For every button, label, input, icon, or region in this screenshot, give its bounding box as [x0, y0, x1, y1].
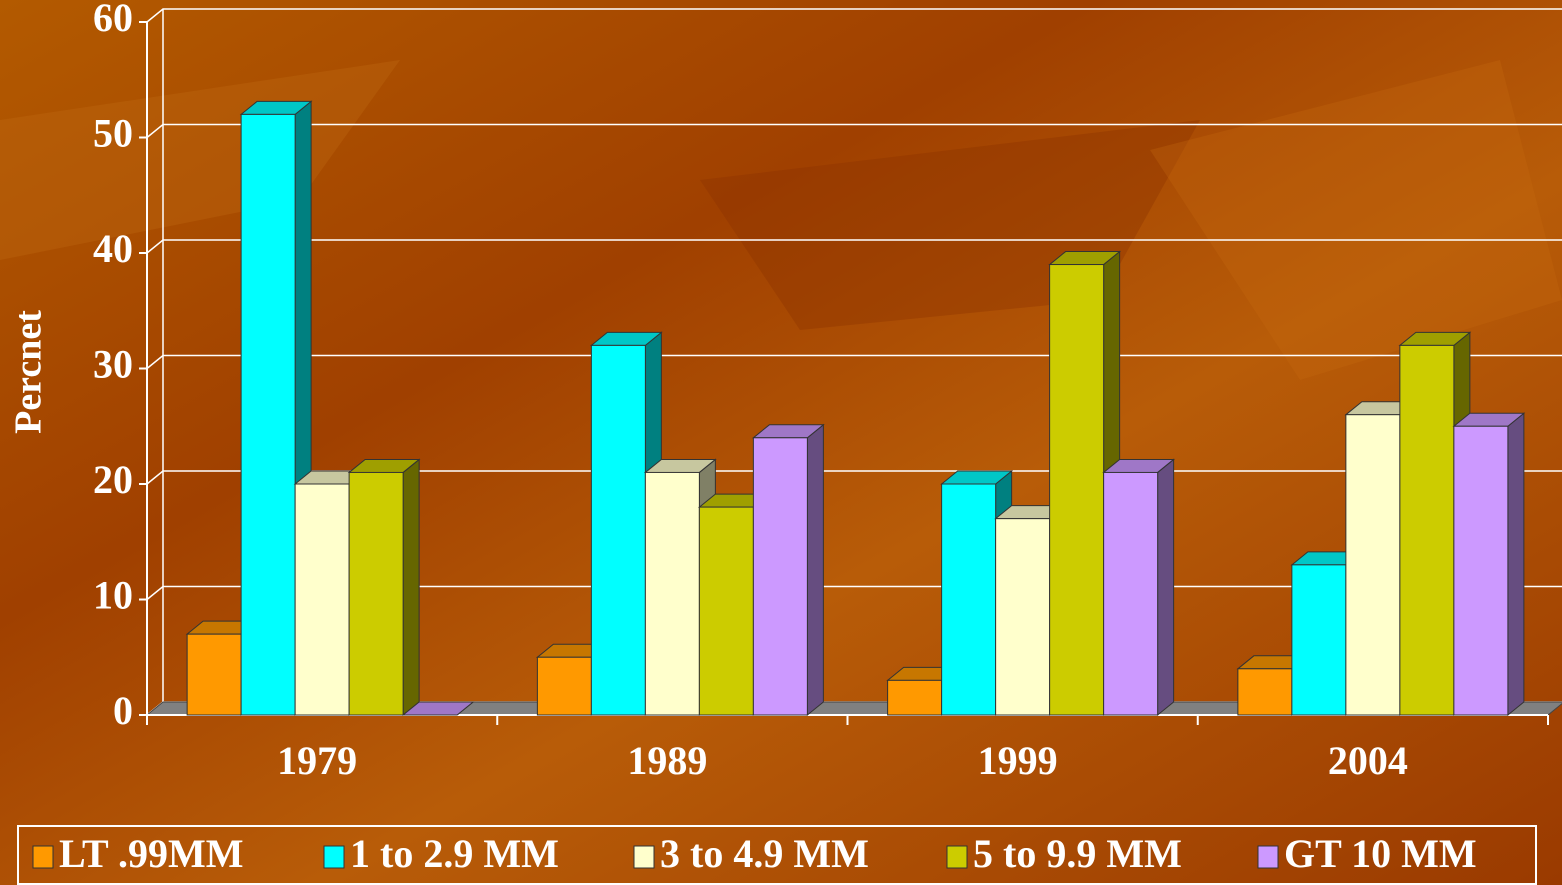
bar	[1452, 412, 1526, 717]
bar-front	[240, 113, 296, 716]
y-tick-label: 60	[93, 0, 133, 40]
legend-swatch	[946, 845, 968, 869]
grid-line	[146, 123, 1562, 139]
bar-front	[1049, 264, 1105, 716]
bar-front	[1399, 344, 1455, 716]
legend-label: 3 to 4.9 MM	[660, 831, 869, 876]
bar-front	[1237, 668, 1293, 716]
bar-front	[294, 483, 350, 716]
bar	[751, 423, 825, 717]
bar-side	[402, 458, 420, 717]
legend-swatch	[323, 845, 345, 869]
bar	[401, 701, 475, 716]
y-tick-label: 10	[93, 573, 133, 618]
legend-swatch	[1257, 845, 1279, 869]
grid-line	[146, 239, 1562, 254]
bar-side	[1507, 412, 1525, 717]
bar-front	[1453, 425, 1509, 716]
y-axis-label: Percnet	[8, 310, 50, 434]
bar-front	[698, 506, 754, 716]
bar-front	[752, 437, 808, 716]
x-tick-label: 2004	[1328, 738, 1408, 783]
y-tick-label: 20	[93, 457, 133, 502]
bar-side	[806, 423, 824, 717]
bar-top	[401, 701, 475, 716]
legend-swatch	[633, 845, 655, 869]
legend-label: GT 10 MM	[1284, 831, 1477, 876]
x-tick-label: 1989	[627, 738, 707, 783]
y-tick-label: 40	[93, 226, 133, 271]
bar-front	[1345, 414, 1401, 716]
bar-front	[1103, 471, 1159, 716]
bar	[1102, 458, 1176, 717]
bar	[239, 100, 313, 717]
y-tick-label: 30	[93, 342, 133, 387]
x-tick-label: 1999	[978, 738, 1058, 783]
bar-front	[1291, 564, 1347, 716]
bar-front	[348, 471, 404, 716]
bar-side	[1157, 458, 1175, 717]
bar-front	[644, 471, 700, 716]
legend-box	[17, 825, 1537, 885]
background-shape	[1150, 60, 1562, 380]
bar-front	[941, 483, 997, 716]
y-tick-label: 50	[93, 111, 133, 156]
bar-front	[186, 633, 242, 716]
legend-label: 5 to 9.9 MM	[973, 831, 1182, 876]
bar-front	[536, 656, 592, 716]
legend-label: LT .99MM	[59, 831, 243, 876]
bar-front	[590, 344, 646, 716]
bar-front	[995, 518, 1051, 716]
legend-swatch	[32, 845, 54, 869]
x-tick-label: 1979	[277, 738, 357, 783]
bar	[347, 458, 421, 717]
grid-line	[146, 8, 1562, 23]
legend-label: 1 to 2.9 MM	[350, 831, 559, 876]
y-tick-label: 0	[113, 688, 133, 733]
bar-front	[887, 679, 943, 716]
